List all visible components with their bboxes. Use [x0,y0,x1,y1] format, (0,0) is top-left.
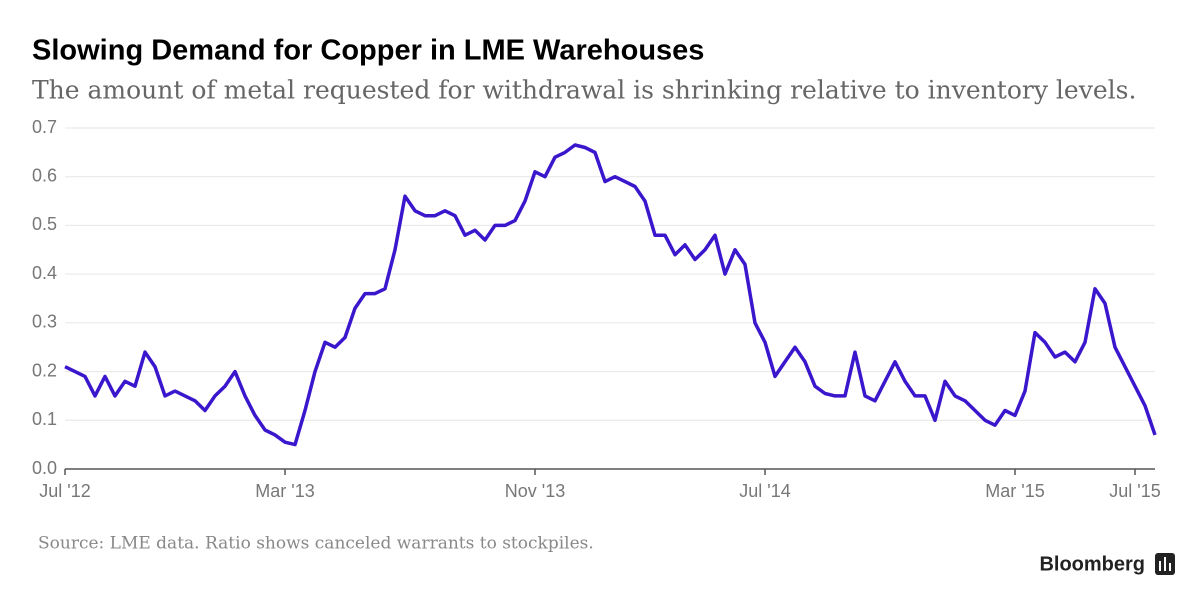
x-tick-label: Mar '15 [985,481,1044,501]
y-tick-label: 0.2 [32,360,57,380]
brand: Bloomberg [1039,553,1145,575]
brand-icon [1155,553,1175,575]
y-tick-label: 0.1 [32,409,57,429]
chart-title: Slowing Demand for Copper in LME Warehou… [32,35,704,67]
x-tick-label: Mar '13 [255,481,314,501]
y-tick-label: 0.7 [32,117,57,137]
x-tick-label: Jul '15 [1109,481,1160,501]
chart-subtitle: The amount of metal requested for withdr… [32,76,1136,105]
y-tick-label: 0.3 [32,312,57,332]
source-note: Source: LME data. Ratio shows canceled w… [38,534,594,554]
data-line [64,143,1157,447]
y-tick-label: 0.0 [32,458,57,478]
y-tick-label: 0.6 [32,165,57,185]
x-tick-label: Jul '12 [39,481,90,501]
y-tick-label: 0.5 [32,214,57,234]
x-tick-label: Nov '13 [505,481,565,501]
x-tick-label: Jul '14 [739,481,790,501]
y-tick-label: 0.4 [32,263,57,283]
